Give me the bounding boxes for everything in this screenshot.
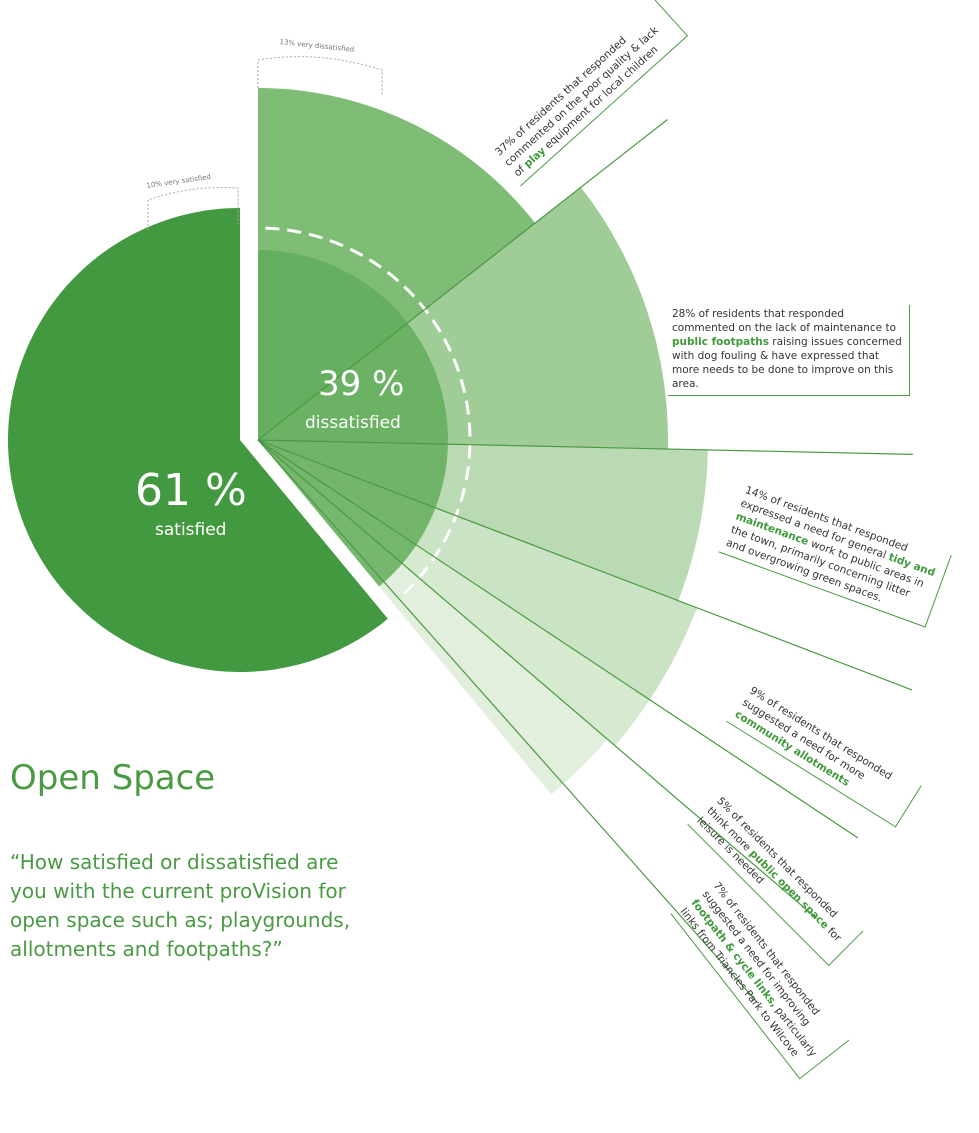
callout-highlight: public footpaths xyxy=(672,336,769,348)
leader-line xyxy=(257,439,859,839)
leader-line xyxy=(257,439,817,919)
callout-post: raising issues concerned with dog foulin… xyxy=(672,336,902,390)
dotted-arc xyxy=(147,187,239,230)
category-label: satisfied xyxy=(155,520,226,540)
leader-line xyxy=(257,119,668,441)
callout: 28% of residents that responded commente… xyxy=(668,305,910,396)
dashed-arc xyxy=(265,226,472,595)
leader-line xyxy=(257,439,913,691)
pie-slice xyxy=(258,250,449,587)
leader-line xyxy=(257,439,913,456)
category-label: dissatisfied xyxy=(305,413,401,433)
title: Open Space xyxy=(10,758,216,798)
question: “How satisfied or dissatisfied are you w… xyxy=(10,850,351,961)
callout-pre: 28% of residents that responded commente… xyxy=(672,308,897,334)
pie-slice xyxy=(8,208,388,672)
leader-line xyxy=(257,439,757,1002)
value-label: 61 % xyxy=(135,465,247,516)
value-label: 39 % xyxy=(318,364,404,404)
